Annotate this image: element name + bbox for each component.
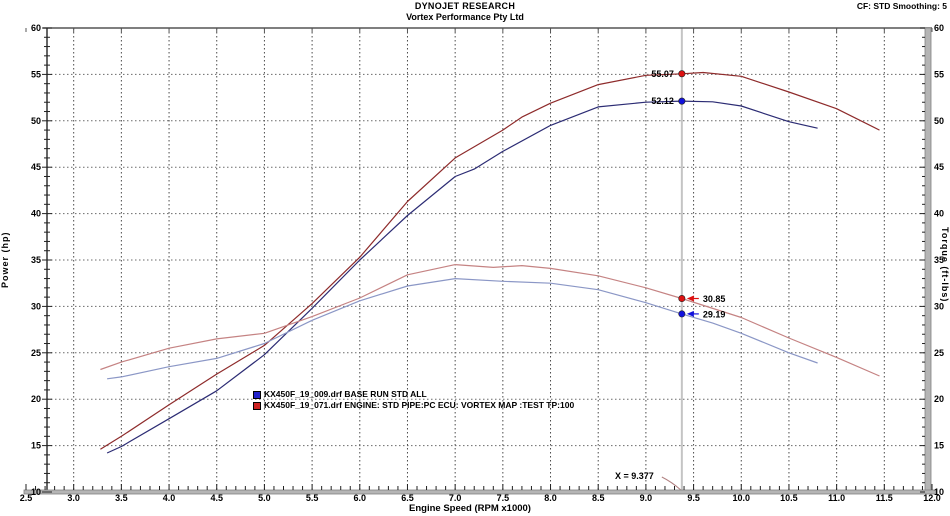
torque-tick-label: 10 xyxy=(934,487,944,497)
x-tick-label: 4.0 xyxy=(163,493,176,503)
torque-tick-label: 60 xyxy=(934,23,944,33)
cursor-readout: 52.12 xyxy=(651,96,674,106)
dyno-curves xyxy=(100,71,880,454)
torque-tick-label: 30 xyxy=(934,301,944,311)
x-tick-label: 5.0 xyxy=(258,493,271,503)
x-tick-label: 4.5 xyxy=(210,493,223,503)
cursor-readout: 30.85 xyxy=(703,294,726,304)
cursor-dot xyxy=(678,295,686,303)
torque-tick-label: 35 xyxy=(934,255,944,265)
x-tick-label: 3.0 xyxy=(67,493,80,503)
power-axis-label: Power (hp) xyxy=(0,231,10,289)
bottom-axis-bar xyxy=(23,489,937,495)
torque-tick-label: 20 xyxy=(934,394,944,404)
curve-power-kx450f-19-071-vortex-map xyxy=(100,71,880,450)
x-tick-label: 3.5 xyxy=(115,493,128,503)
x-tick-label: 9.5 xyxy=(687,493,700,503)
legend-label: KX450F_19_009.drf BASE RUN STD ALL xyxy=(264,389,427,399)
power-tick-label: 35 xyxy=(31,255,41,265)
legend-label: KX450F_19_071.drf ENGINE: STD PIPE:PC EC… xyxy=(264,400,575,410)
gridlines xyxy=(47,28,926,491)
power-tick-label: 60 xyxy=(31,23,41,33)
legend-swatch-red-icon xyxy=(253,401,261,410)
legend-swatch-blue-icon xyxy=(253,390,261,399)
right-axis-bar xyxy=(924,27,932,493)
power-tick-label: 15 xyxy=(31,441,41,451)
cursor-line[interactable] xyxy=(661,28,683,491)
axes-and-ticks xyxy=(23,27,937,495)
torque-tick-label: 55 xyxy=(934,69,944,79)
cursor-readout: 29.19 xyxy=(703,309,726,319)
x-tick-label: 7.0 xyxy=(449,493,462,503)
legend-item-vortex-run[interactable]: KX450F_19_071.drf ENGINE: STD PIPE:PC EC… xyxy=(253,400,574,411)
torque-tick-label: 25 xyxy=(934,348,944,358)
x-tick-label: 6.0 xyxy=(354,493,367,503)
torque-tick-label: 15 xyxy=(934,441,944,451)
cursor-dot xyxy=(678,310,686,318)
readout-arrow-icon xyxy=(686,295,694,302)
readout-arrow-icon xyxy=(686,310,694,317)
power-tick-label: 20 xyxy=(31,394,41,404)
y-axis-tick-labels: 10 10 15 15 20 20 25 25 30 30 35 35 40 40 45 45 50 50 55 55… xyxy=(31,23,944,497)
x-tick-label: 10.0 xyxy=(732,493,750,503)
torque-tick-label: 45 xyxy=(934,162,944,172)
legend: KX450F_19_009.drf BASE RUN STD ALL KX450… xyxy=(253,389,574,411)
torque-tick-label: 40 xyxy=(934,209,944,219)
cf-smoothing-readout: CF: STD Smoothing: 5 xyxy=(856,1,947,11)
power-tick-label: 40 xyxy=(31,209,41,219)
x-tick-label: 10.5 xyxy=(780,493,798,503)
cursor-dot xyxy=(678,97,686,105)
curve-power-kx450f-19-009-base-run xyxy=(106,100,818,454)
x-tick-label: 11.0 xyxy=(828,493,845,503)
page-title: DYNOJET RESEARCH xyxy=(414,1,516,11)
torque-axis-label: Torque (ft-lbs) xyxy=(940,227,950,303)
x-axis-tick-labels: 2.5 3.0 3.5 4.0 4.5 5.0 5.5 6.0 6.5 7.0 7.5 8.0 8.5 9… xyxy=(20,493,941,503)
x-tick-label: 6.5 xyxy=(401,493,414,503)
torque-tick-label: 50 xyxy=(934,116,944,126)
rpm-axis-label: Engine Speed (RPM x1000) xyxy=(409,503,531,514)
power-tick-label: 25 xyxy=(31,348,41,358)
power-tick-label: 55 xyxy=(31,69,41,79)
x-tick-label: 7.5 xyxy=(497,493,510,503)
curve-torque-kx450f-19-009-base-run xyxy=(107,278,818,380)
company-subtitle: Vortex Performance Pty Ltd xyxy=(406,12,524,22)
x-tick-label: 8.0 xyxy=(544,493,557,503)
power-tick-label: 30 xyxy=(31,301,41,311)
power-tick-label: 10 xyxy=(31,487,41,497)
x-tick-label: 2.5 xyxy=(20,493,33,503)
x-tick-label: 8.5 xyxy=(592,493,605,503)
legend-item-base-run[interactable]: KX450F_19_009.drf BASE RUN STD ALL xyxy=(253,389,574,400)
cursor-label-leader xyxy=(661,476,682,491)
x-tick-label: 11.5 xyxy=(876,493,893,503)
power-tick-label: 50 xyxy=(31,116,41,126)
power-tick-label: 45 xyxy=(31,162,41,172)
x-tick-label: 5.5 xyxy=(306,493,319,503)
cursor-dot xyxy=(678,70,686,78)
curve-torque-kx450f-19-071-vortex-map xyxy=(100,264,880,377)
cursor-markers: 55.07 52.12 30.85 29.19 xyxy=(651,69,725,320)
x-tick-label: 12.0 xyxy=(923,493,941,503)
cursor-readout: 55.07 xyxy=(651,69,674,79)
x-tick-label: 9.0 xyxy=(640,493,653,503)
cursor-x-label: X = 9.377 xyxy=(615,471,654,481)
